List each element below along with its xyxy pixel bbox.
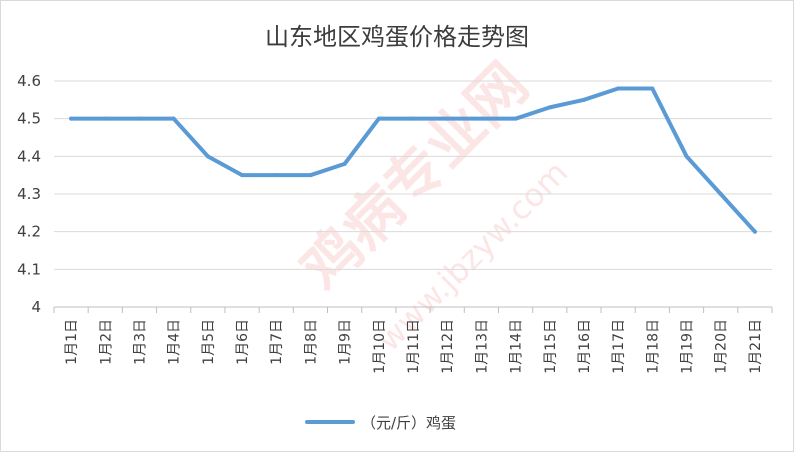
y-axis-labels: 4 4.1 4.2 4.3 4.4 4.5 4.6 [17, 72, 41, 316]
data-point [103, 116, 108, 121]
x-tick-label: 1月14日 [509, 319, 525, 374]
x-tick-label: 1月7日 [269, 319, 285, 365]
y-tick-label: 4 [31, 298, 41, 316]
legend[interactable]: （元/斤）鸡蛋 [305, 414, 456, 432]
x-tick-label: 1月6日 [235, 319, 251, 365]
data-point [513, 116, 518, 121]
y-tick-label: 4.2 [17, 223, 41, 241]
x-tick-label: 1月9日 [338, 319, 354, 365]
data-point [479, 116, 484, 121]
x-tick-label: 1月1日 [64, 319, 80, 365]
watermark-main-text: 鸡病专业网 [288, 50, 541, 303]
y-tick-label: 4.1 [17, 260, 41, 278]
data-point [376, 116, 381, 121]
x-tick-label: 1月18日 [645, 319, 661, 374]
x-tick-label: 1月15日 [543, 319, 559, 374]
data-point [342, 161, 347, 166]
data-point [69, 116, 74, 121]
data-point [445, 116, 450, 121]
data-point [240, 173, 245, 178]
data-point [752, 229, 757, 234]
data-point [411, 116, 415, 121]
data-point [547, 105, 552, 110]
x-tick-label: 1月19日 [680, 319, 696, 374]
data-point [616, 86, 621, 91]
watermark-logo: 鸡病专业网 www.jbzyw.com [288, 50, 575, 359]
data-point [274, 173, 279, 178]
y-tick-label: 4.3 [17, 185, 41, 203]
data-point [171, 116, 176, 121]
x-tick-label: 1月2日 [98, 319, 114, 365]
data-point [137, 116, 142, 121]
x-tick-label: 1月8日 [303, 319, 319, 365]
x-tick-label: 1月11日 [406, 319, 422, 374]
x-tick-label: 1月5日 [201, 319, 217, 365]
chart-title: 山东地区鸡蛋价格走势图 [265, 23, 529, 51]
legend-label: （元/斤）鸡蛋 [361, 414, 456, 432]
data-point [650, 86, 655, 91]
y-tick-label: 4.5 [17, 110, 41, 128]
series-line [69, 86, 757, 234]
data-point [581, 97, 586, 102]
x-tick-label: 1月13日 [474, 319, 490, 374]
y-tick-label: 4.6 [17, 72, 41, 90]
x-axis-labels: 1月1日 1月2日 1月3日 1月4日 1月5日 1月6日 1月7日 1月8日 1月9日 1月10… [64, 319, 764, 374]
data-point [718, 192, 723, 196]
series-layer [69, 86, 757, 234]
data-point [684, 154, 689, 159]
x-tick-label: 1月21日 [748, 319, 764, 374]
x-tick-label: 1月16日 [577, 319, 593, 374]
x-tick-label: 1月3日 [132, 319, 148, 365]
data-point [205, 154, 210, 159]
x-tick-label: 1月10日 [372, 319, 388, 374]
data-point [308, 173, 313, 178]
y-tick-label: 4.4 [17, 147, 41, 165]
x-tick-label: 1月12日 [440, 319, 456, 374]
x-tick-label: 1月17日 [611, 319, 627, 374]
x-tick-label: 1月20日 [714, 319, 730, 374]
x-tick-label: 1月4日 [167, 319, 183, 365]
